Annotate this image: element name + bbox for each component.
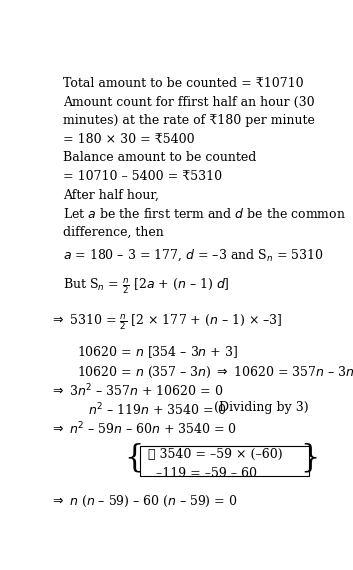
- Text: –119 = –59 – 60: –119 = –59 – 60: [156, 467, 257, 480]
- Text: Let $a$ be the first term and $d$ be the common: Let $a$ be the first term and $d$ be the…: [63, 207, 346, 221]
- Text: minutes) at the rate of ₹180 per minute: minutes) at the rate of ₹180 per minute: [63, 114, 315, 127]
- Text: Total amount to be counted = ₹10710: Total amount to be counted = ₹10710: [63, 77, 304, 90]
- Text: $a$ = 180 – 3 = 177, $d$ = –3 and S$_n$ = 5310: $a$ = 180 – 3 = 177, $d$ = –3 and S$_n$ …: [63, 247, 324, 263]
- Text: $\Rightarrow$ 3$n^2$ – 357$n$ + 10620 = 0: $\Rightarrow$ 3$n^2$ – 357$n$ + 10620 = …: [49, 382, 223, 399]
- Text: ∴ 3540 = –59 × (–60): ∴ 3540 = –59 × (–60): [148, 448, 283, 461]
- Text: $\Rightarrow$ $n^2$ – 59$n$ – 60$n$ + 3540 = 0: $\Rightarrow$ $n^2$ – 59$n$ – 60$n$ + 35…: [49, 420, 237, 437]
- Text: 10620 = $n$ (357 – 3$n$) $\Rightarrow$ 10620 = 357$n$ – 3$n^2$: 10620 = $n$ (357 – 3$n$) $\Rightarrow$ 1…: [77, 364, 353, 381]
- Text: After half hour,: After half hour,: [63, 189, 159, 201]
- Text: (Dividing by 3): (Dividing by 3): [214, 401, 309, 414]
- Text: But S$_n$ = $\frac{n}{2}$ [2$a$ + ($n$ – 1) $d$]: But S$_n$ = $\frac{n}{2}$ [2$a$ + ($n$ –…: [63, 277, 230, 296]
- Text: = 10710 – 5400 = ₹5310: = 10710 – 5400 = ₹5310: [63, 170, 222, 183]
- Text: $n^2$ – 119$n$ + 3540 = 0: $n^2$ – 119$n$ + 3540 = 0: [88, 401, 226, 418]
- Text: difference, then: difference, then: [63, 226, 164, 238]
- Text: {: {: [125, 443, 144, 474]
- Text: $\Rightarrow$ $n$ ($n$ – 59) – 60 ($n$ – 59) = 0: $\Rightarrow$ $n$ ($n$ – 59) – 60 ($n$ –…: [49, 494, 237, 509]
- Text: Balance amount to be counted: Balance amount to be counted: [63, 151, 257, 164]
- Text: = 180 × 30 = ₹5400: = 180 × 30 = ₹5400: [63, 133, 195, 146]
- Text: $\Rightarrow$ 5310 = $\frac{n}{2}$ [2 × 177 + ($n$ – 1) × –3]: $\Rightarrow$ 5310 = $\frac{n}{2}$ [2 × …: [49, 313, 282, 332]
- Text: Amount count for ffirst half an hour (30: Amount count for ffirst half an hour (30: [63, 96, 315, 109]
- Text: 10620 = $n$ [354 – 3$n$ + 3]: 10620 = $n$ [354 – 3$n$ + 3]: [77, 344, 238, 360]
- Text: }: }: [300, 443, 319, 474]
